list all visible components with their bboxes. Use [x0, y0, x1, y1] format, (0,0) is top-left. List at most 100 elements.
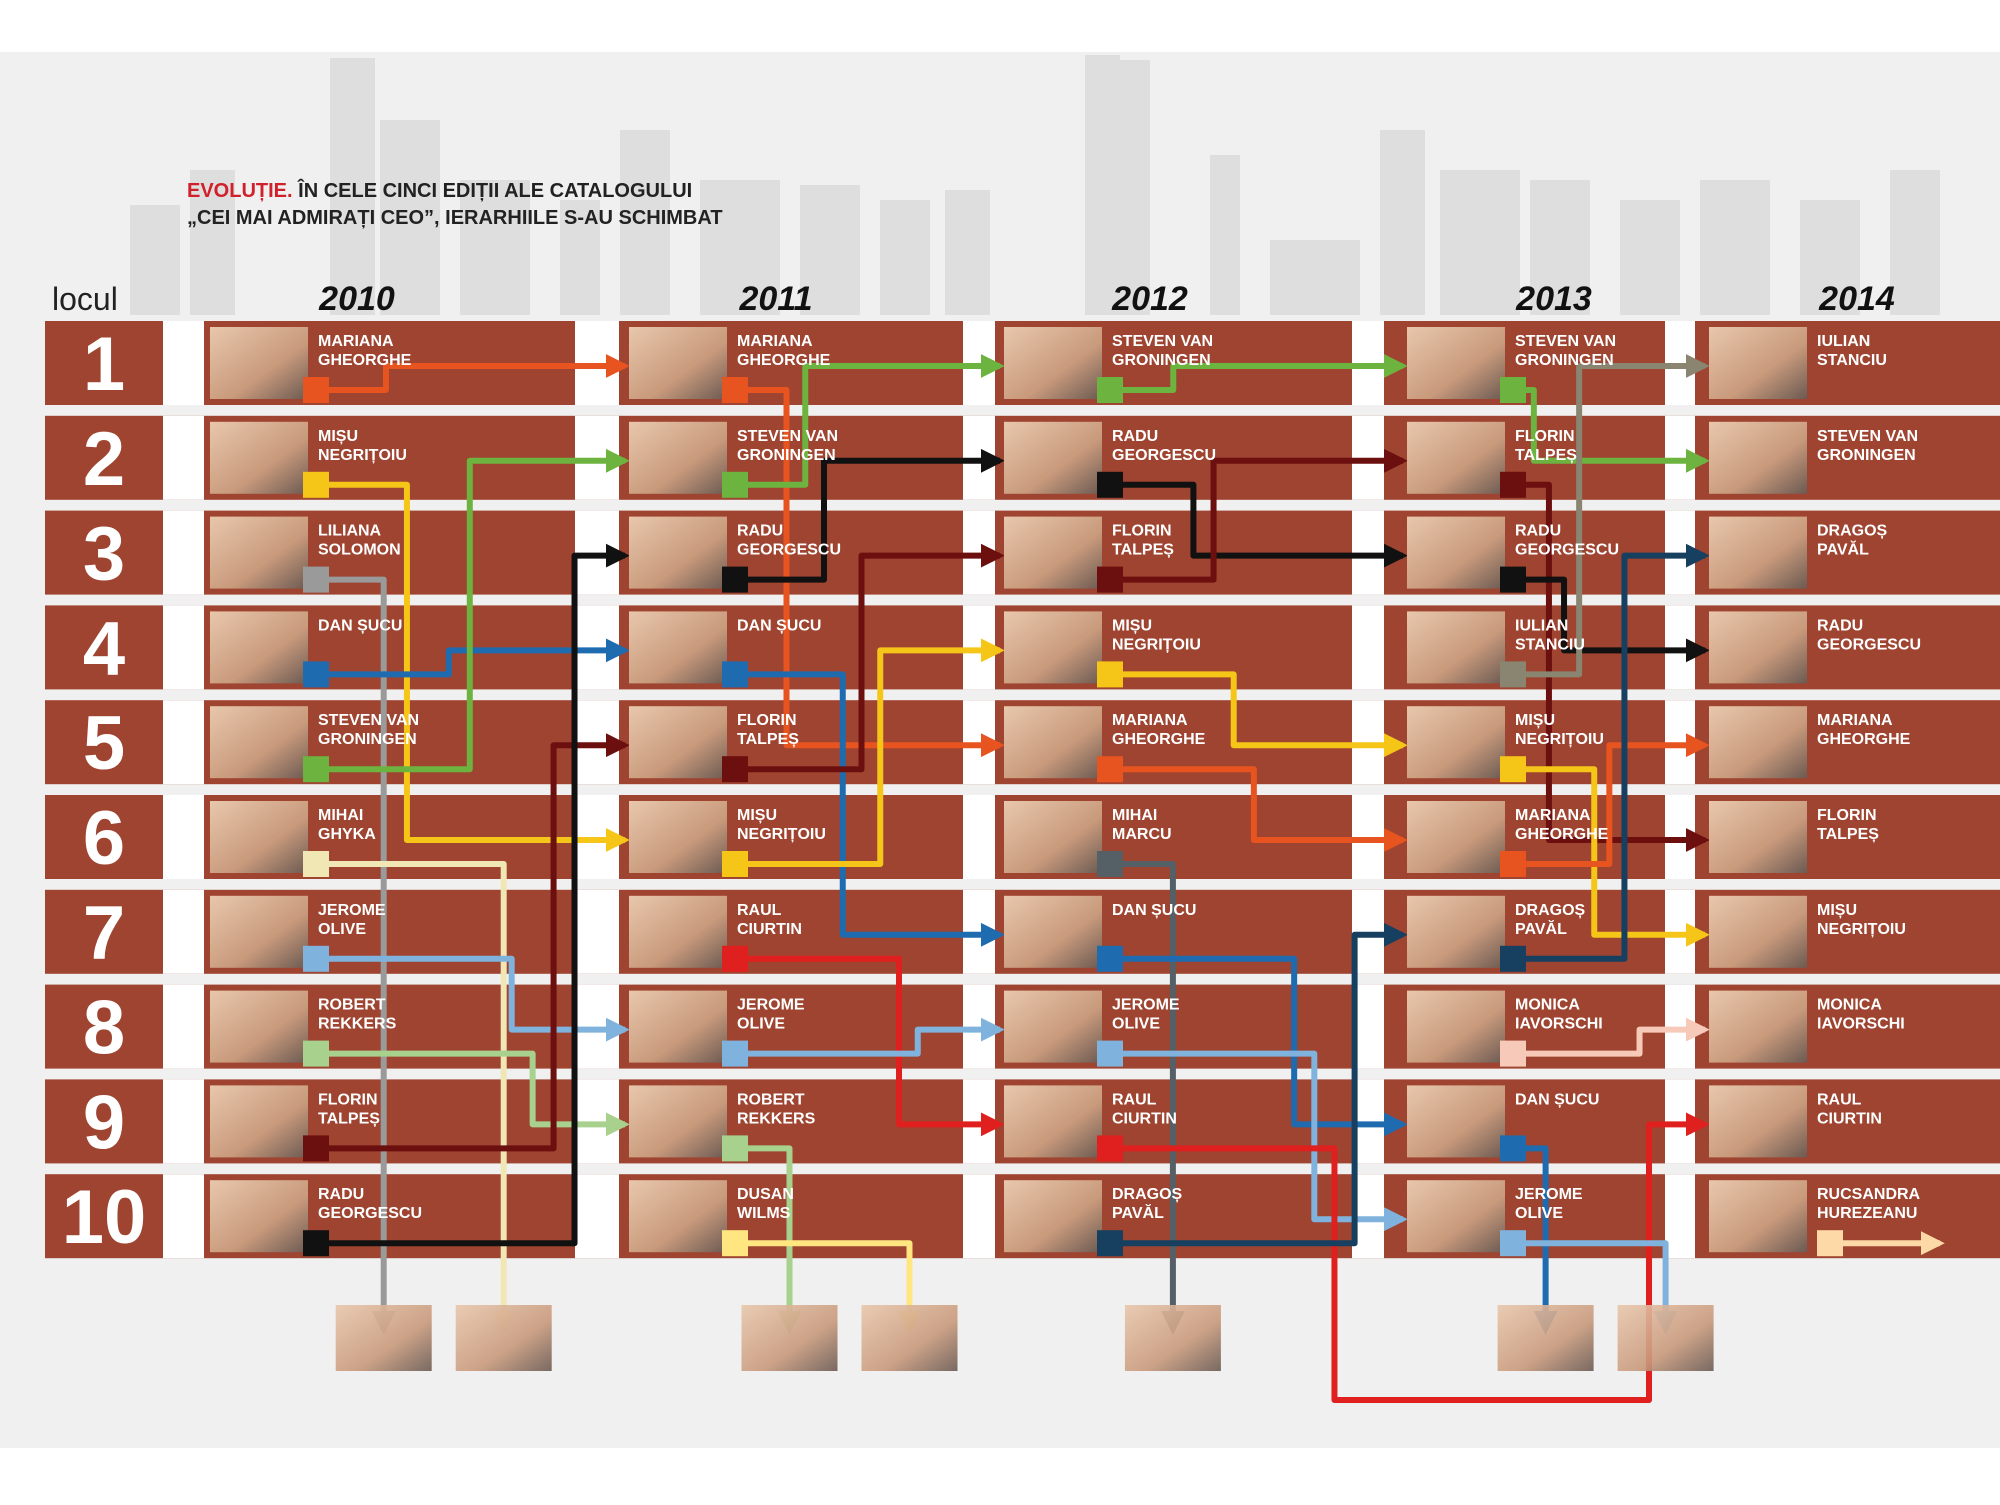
portrait — [210, 1180, 308, 1253]
dropped-portrait — [455, 1305, 552, 1371]
portrait — [210, 327, 308, 399]
portrait — [629, 327, 727, 399]
person-name: IULIAN — [1515, 617, 1568, 634]
connector — [735, 543, 1005, 773]
dropped-portrait — [1617, 1305, 1714, 1371]
person-name: STANCIU — [1817, 352, 1887, 369]
person-name: MARCU — [1112, 826, 1172, 843]
person-name: STEVEN VAN — [1112, 333, 1213, 350]
person-name: TALPEȘ — [1515, 447, 1577, 464]
title-highlight: EVOLUȚIE. — [187, 180, 293, 202]
track-gap — [163, 415, 204, 500]
rank-number: 6 — [83, 796, 125, 881]
person-name: GEORGESCU — [1112, 447, 1216, 464]
person-marker — [1097, 945, 1123, 972]
portrait — [1004, 1180, 1102, 1253]
portrait — [210, 801, 308, 873]
portrait — [629, 1085, 727, 1158]
connector — [316, 448, 630, 773]
person-name: RADU — [737, 523, 783, 540]
person-name: TALPEȘ — [1112, 542, 1174, 559]
person-name: FLORIN — [1112, 523, 1172, 540]
person-name: DAN ȘUCU — [318, 617, 402, 634]
person-marker — [1500, 471, 1526, 498]
portrait — [1709, 327, 1807, 399]
person-marker — [722, 661, 748, 688]
portrait — [629, 801, 727, 873]
portrait — [1004, 895, 1102, 968]
person-name: TALPEȘ — [1817, 826, 1879, 843]
person-name: IULIAN — [1817, 333, 1870, 350]
person-name: DRAGOȘ — [1817, 523, 1888, 540]
connector — [316, 354, 630, 393]
portrait — [1407, 421, 1505, 494]
portrait — [1709, 895, 1807, 968]
person-name: MIȘU — [1817, 902, 1857, 919]
person-marker — [1097, 471, 1123, 498]
track-gap — [963, 795, 995, 879]
portrait — [629, 706, 727, 779]
connector — [735, 1145, 802, 1335]
year-label: 2014 — [1818, 280, 1895, 318]
person-name: FLORIN — [1817, 807, 1877, 824]
connector — [316, 638, 630, 678]
connector — [316, 576, 396, 1335]
person-name: JEROME — [737, 997, 805, 1014]
person-name: REKKERS — [318, 1016, 397, 1033]
person-name: ROBERT — [737, 1091, 805, 1108]
connector — [735, 638, 1005, 867]
person-marker — [1500, 851, 1526, 877]
person-name: RADU — [1112, 428, 1158, 445]
person-name: GHEORGHE — [1112, 731, 1206, 748]
portrait — [629, 516, 727, 589]
person-name: MARIANA — [1817, 712, 1893, 729]
person-name: RAUL — [1817, 1091, 1862, 1108]
person-name: DUSAN — [737, 1186, 794, 1203]
person-name: REKKERS — [737, 1110, 816, 1127]
person-marker — [722, 471, 748, 498]
person-name: NEGRIȚOIU — [318, 447, 407, 464]
person-marker — [722, 945, 748, 972]
person-marker — [1500, 566, 1526, 593]
person-name: GRONINGEN — [1112, 352, 1211, 369]
person-name: NEGRIȚOIU — [1112, 636, 1201, 653]
connector — [1513, 766, 1710, 947]
rank-number: 8 — [83, 986, 125, 1071]
person-name: MARIANA — [737, 333, 813, 350]
person-marker — [1500, 1040, 1526, 1067]
connector — [735, 671, 1005, 947]
person-name: RUCSANDRA — [1817, 1186, 1921, 1203]
connector — [1110, 671, 1408, 758]
portrait — [1004, 421, 1102, 494]
connector — [1513, 576, 1710, 663]
portrait — [629, 895, 727, 968]
track-gap — [963, 1174, 995, 1259]
person-marker — [1097, 377, 1123, 403]
person-name: MIȘU — [1112, 617, 1152, 634]
rank-number: 3 — [83, 512, 125, 597]
person-marker — [722, 851, 748, 877]
person-marker — [1097, 1040, 1123, 1067]
person-marker — [1097, 756, 1123, 783]
rank-number: 2 — [83, 417, 125, 502]
connector — [1513, 354, 1710, 678]
person-name: CIURTIN — [1112, 1110, 1177, 1127]
person-name: TALPEȘ — [318, 1110, 380, 1127]
rank-number: 7 — [83, 891, 125, 976]
person-name: DRAGOȘ — [1112, 1186, 1183, 1203]
track-gap — [163, 795, 204, 879]
portrait — [1004, 706, 1102, 779]
track-gap — [163, 889, 204, 974]
person-name: HUREZEANU — [1817, 1205, 1917, 1222]
portrait — [210, 706, 308, 779]
person-name: GRONINGEN — [737, 447, 836, 464]
person-name: TALPEȘ — [737, 731, 799, 748]
portrait — [210, 895, 308, 968]
person-name: GEORGESCU — [1515, 542, 1619, 559]
person-name: GHYKA — [318, 826, 376, 843]
person-name: OLIVE — [737, 1016, 785, 1033]
rank-number: 10 — [62, 1175, 147, 1260]
person-name: ROBERT — [318, 997, 386, 1014]
person-name: GEORGESCU — [318, 1205, 422, 1222]
